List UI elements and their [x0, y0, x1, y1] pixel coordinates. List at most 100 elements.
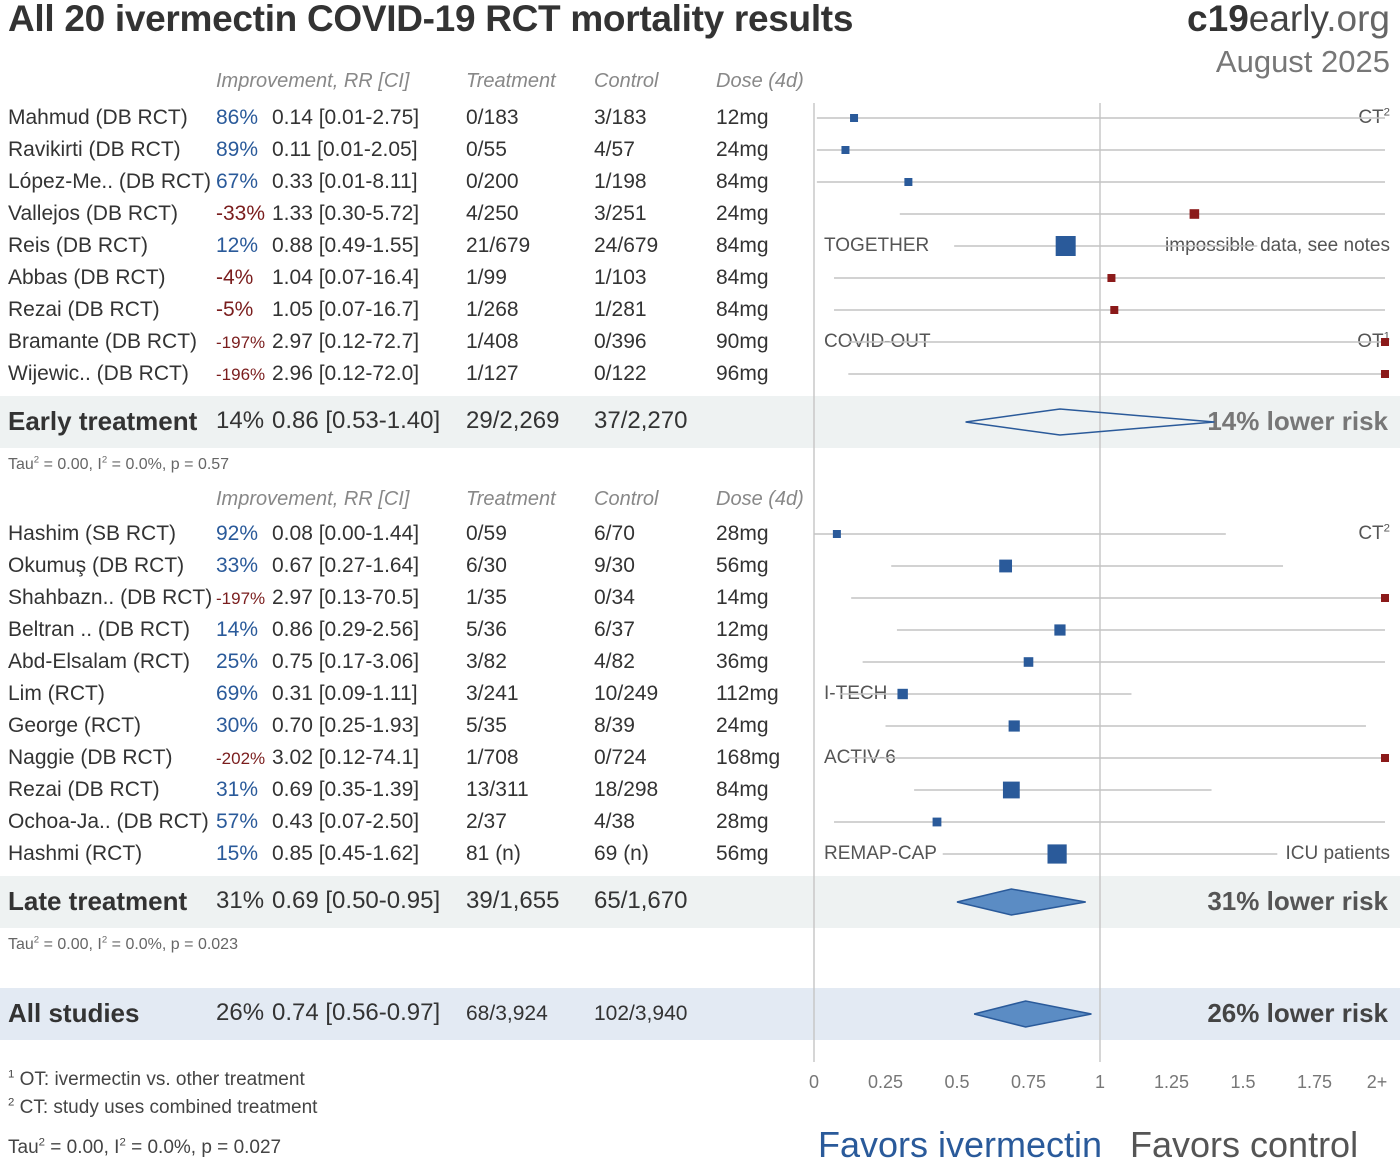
study-improvement: 86% [216, 106, 259, 129]
study-dose: 28mg [716, 522, 769, 545]
all-summary-band [0, 988, 1400, 1040]
overall-tau: Tau2 = 0.00, I2 = 0.0%, p = 0.027 [8, 1136, 282, 1158]
study-treatment: 0/55 [466, 138, 507, 161]
study-point [932, 817, 942, 827]
study-dose: 84mg [716, 234, 769, 257]
study-point [1110, 306, 1119, 314]
study-treatment: 1/408 [466, 330, 519, 353]
brand-logo: c19early.org [1187, 0, 1390, 40]
header-improvement-late: Improvement, RR [CI] [216, 488, 410, 510]
study-point [1055, 236, 1076, 256]
study-treatment: 1/35 [466, 586, 507, 609]
study-dose: 84mg [716, 778, 769, 801]
footnote-1-text: OT: ivermectin vs. other treatment [19, 1069, 305, 1090]
late-p: 0.023 [197, 936, 238, 953]
early-summary-treatment: 29/2,269 [466, 407, 560, 434]
page-title: All 20 ivermectin COVID-19 RCT mortality… [8, 0, 854, 39]
x-tick-label: 1 [1095, 1072, 1105, 1092]
header-dose-late: Dose (4d) [716, 488, 804, 510]
footnote-2: 2 CT: study uses combined treatment [8, 1097, 317, 1119]
study-control: 69 (n) [594, 842, 649, 865]
x-tick-label: 2+ [1367, 1072, 1388, 1092]
study-improvement: 69% [216, 682, 259, 705]
study-left-note: TOGETHER [824, 235, 930, 256]
study-control: 18/298 [594, 778, 659, 801]
all-summary-treatment: 68/3,924 [466, 1002, 548, 1025]
late-summary-rr: 0.69 [0.50-0.95] [272, 887, 441, 914]
study-control: 4/82 [594, 650, 635, 673]
study-point [1381, 754, 1389, 762]
late-summary-label: Late treatment [8, 886, 188, 916]
study-dose: 112mg [716, 682, 779, 705]
study-name: Reis (DB RCT) [8, 234, 148, 257]
favors-ivermectin: Favors ivermectin [818, 1124, 1103, 1165]
study-improvement: -197% [216, 589, 266, 608]
study-control: 1/281 [594, 298, 647, 321]
study-name: Hashim (SB RCT) [8, 522, 177, 545]
study-name: Ochoa-Ja.. (DB RCT) [8, 810, 209, 833]
study-treatment: 3/241 [466, 682, 519, 705]
study-improvement: -202% [216, 749, 266, 768]
study-dose: 12mg [716, 618, 769, 641]
study-rr: 1.04 [0.07-16.4] [272, 266, 420, 289]
study-treatment: 21/679 [466, 234, 531, 257]
study-point [904, 178, 913, 186]
study-control: 8/39 [594, 714, 635, 737]
study-point [1054, 624, 1066, 636]
study-improvement: -33% [216, 202, 266, 225]
study-control: 0/396 [594, 330, 647, 353]
study-treatment: 0/183 [466, 106, 519, 129]
study-name: López-Me.. (DB RCT) [8, 170, 212, 193]
study-treatment: 1/99 [466, 266, 507, 289]
study-name: Rezai (DB RCT) [8, 778, 160, 801]
late-summary-treatment: 39/1,655 [466, 887, 560, 914]
study-rr: 0.88 [0.49-1.55] [272, 234, 420, 257]
study-dose: 28mg [716, 810, 769, 833]
study-point [841, 146, 850, 154]
late-summary-diamond [956, 888, 1086, 916]
study-rr: 0.67 [0.27-1.64] [272, 554, 420, 577]
overall-i2: 0.0% [147, 1137, 191, 1158]
study-point [1023, 657, 1034, 667]
study-point [850, 114, 859, 122]
study-rr: 0.31 [0.09-1.11] [272, 682, 418, 705]
study-improvement: 89% [216, 138, 259, 161]
study-improvement: -4% [216, 266, 254, 289]
study-treatment: 6/30 [466, 554, 507, 577]
header-control-late: Control [594, 488, 659, 510]
study-rr: 0.86 [0.29-2.56] [272, 618, 420, 641]
study-improvement: -196% [216, 365, 266, 384]
study-point [1189, 209, 1200, 219]
study-rr: 1.05 [0.07-16.7] [272, 298, 420, 321]
all-summary-control: 102/3,940 [594, 1002, 688, 1025]
x-tick-label: 0.75 [1011, 1072, 1046, 1092]
footnote-1-num: 1 [8, 1068, 15, 1081]
late-tau: Tau2 = 0.00, I2 = 0.0%, p = 0.023 [8, 934, 238, 953]
all-summary-label: All studies [8, 998, 140, 1028]
study-point [1381, 338, 1389, 346]
study-rr: 2.97 [0.13-70.5] [272, 586, 420, 609]
study-left-note: REMAP-CAP [824, 843, 937, 864]
footnote-1: 1 OT: ivermectin vs. other treatment [8, 1069, 305, 1091]
all-summary-rr: 0.74 [0.56-0.97] [272, 999, 441, 1026]
study-rr: 0.11 [0.01-2.05] [272, 138, 418, 161]
study-right-note: CT2 [1358, 523, 1390, 545]
study-control: 24/679 [594, 234, 659, 257]
study-name: Mahmud (DB RCT) [8, 106, 188, 129]
study-point [832, 530, 841, 538]
early-summary-control: 37/2,270 [594, 407, 688, 434]
study-treatment: 2/37 [466, 810, 507, 833]
early-summary-improvement: 14% [216, 407, 265, 434]
study-right-note-text: ICU patients [1285, 843, 1390, 864]
study-control: 6/70 [594, 522, 635, 545]
study-dose: 36mg [716, 650, 769, 673]
late-i2: 0.0% [125, 936, 162, 953]
study-name: Vallejos (DB RCT) [8, 202, 178, 225]
study-dose: 56mg [716, 554, 769, 577]
study-right-note: ICU patients [1285, 843, 1390, 865]
study-control: 6/37 [594, 618, 635, 641]
x-tick-label: 0.25 [868, 1072, 903, 1092]
study-improvement: -197% [216, 333, 266, 352]
early-risk-text: 14% lower risk [1207, 406, 1388, 436]
study-right-note-sup: 2 [1383, 106, 1390, 119]
